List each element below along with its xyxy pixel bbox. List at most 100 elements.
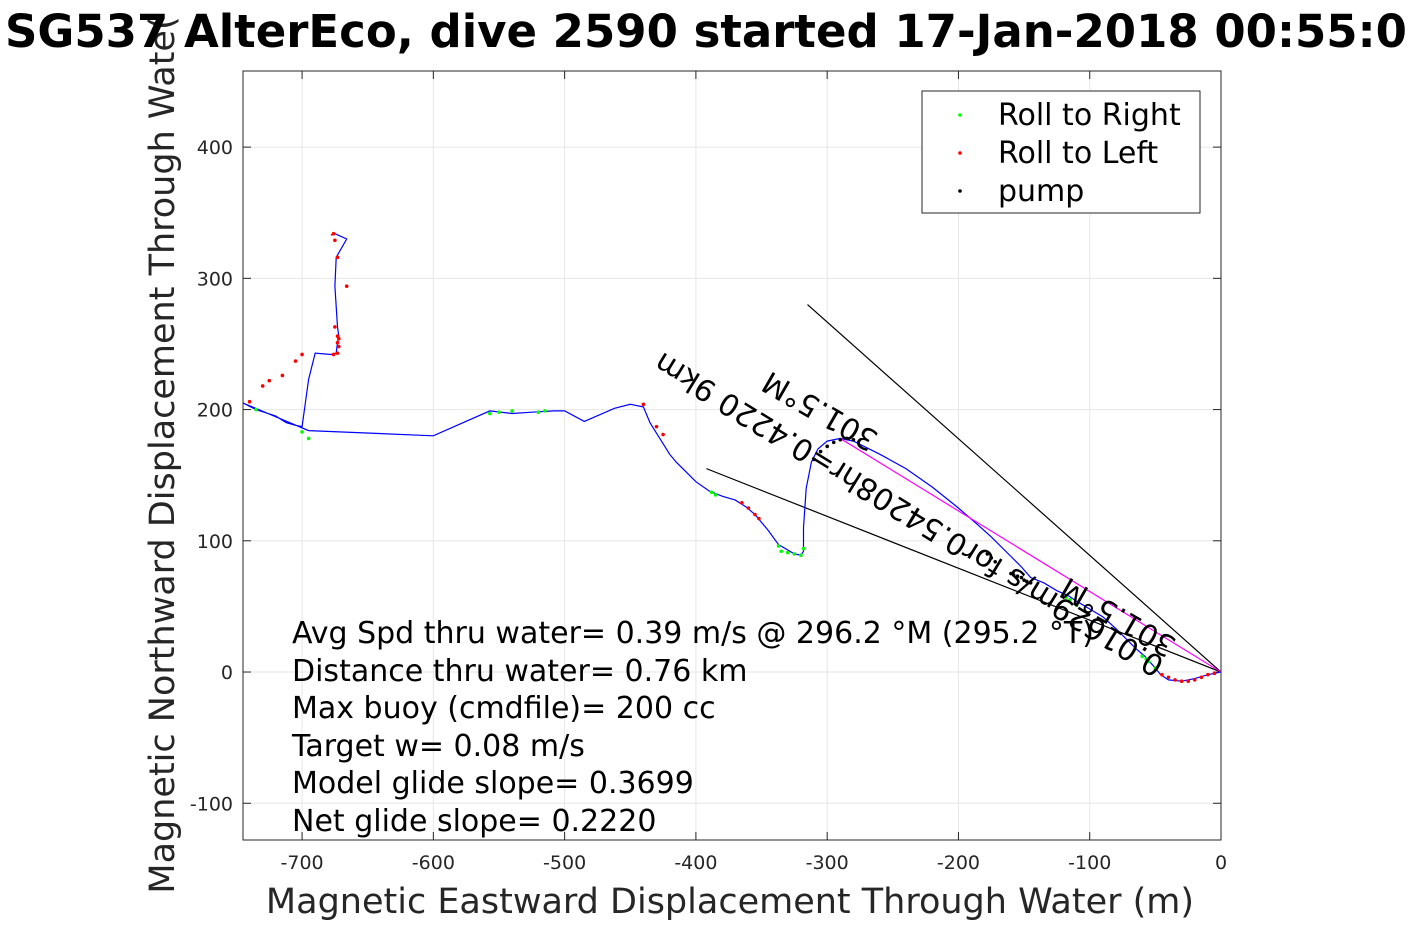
roll-right-point <box>801 546 806 551</box>
pump-point <box>1015 574 1020 579</box>
roll-left-point <box>1160 672 1164 677</box>
roll-left-point <box>1199 675 1204 680</box>
roll-left-point <box>260 384 265 388</box>
x-tick-label: -100 <box>1068 852 1111 874</box>
x-tick-label: -200 <box>937 852 980 874</box>
roll-left-point <box>746 506 751 510</box>
roll-right-point <box>799 553 803 558</box>
roll-left-point <box>1192 678 1197 682</box>
stat-model-glide: Model glide slope= 0.3699 <box>292 766 694 801</box>
chart-title: SG537 AlterEco, dive 2590 started 17-Jan… <box>5 5 1407 58</box>
roll-left-point <box>335 351 340 355</box>
roll-left-point <box>740 500 744 505</box>
roll-right-point <box>792 552 797 556</box>
roll-right-point <box>487 411 492 416</box>
y-tick-label: 200 <box>197 400 233 422</box>
roll-left-point <box>331 231 336 236</box>
roll-right-point <box>543 409 547 413</box>
roll-right-point <box>497 410 501 414</box>
roll-left-point <box>335 334 340 338</box>
x-tick-label: -300 <box>806 852 849 874</box>
roll-left-point <box>335 340 340 345</box>
roll-left-point <box>337 344 341 349</box>
roll-left-point <box>661 432 665 437</box>
legend-marker-roll-right <box>958 113 962 117</box>
roll-right-point <box>785 550 790 555</box>
roll-right-point <box>536 410 541 414</box>
legend: Roll to Right Roll to Left pump <box>921 90 1201 214</box>
pump-point <box>825 444 829 449</box>
x-axis-label: Magnetic Eastward Displacement Through W… <box>266 882 1194 922</box>
axes-box <box>242 70 1222 841</box>
roll-right-point <box>254 407 258 412</box>
y-tick-label: 300 <box>197 268 233 290</box>
plot-layer <box>243 231 1221 684</box>
pump-point <box>1011 573 1016 577</box>
stats-block: Avg Spd thru water= 0.39 m/s @ 296.2 °M … <box>291 616 1094 839</box>
pump-point <box>1019 575 1024 580</box>
roll-left-point <box>641 402 646 407</box>
stat-distance: Distance thru water= 0.76 km <box>292 654 747 689</box>
y-tick-label: 0 <box>221 662 233 684</box>
annotation-line-0 <box>807 304 1221 673</box>
glider-track <box>243 233 1221 682</box>
roll-left-point <box>333 325 337 329</box>
pump-point <box>993 559 998 564</box>
roll-right-point <box>1140 654 1145 659</box>
roll-right-point <box>1146 659 1151 664</box>
y-tick-label: 400 <box>197 137 233 159</box>
roll-right-point <box>306 436 311 441</box>
roll-left-point <box>344 284 349 289</box>
roll-left-point <box>1206 672 1210 677</box>
roll-left-point <box>753 512 757 517</box>
x-tick-label: -700 <box>281 852 324 874</box>
roll-left-point <box>1186 679 1190 684</box>
roll-left-point <box>293 359 298 363</box>
roll-right-point <box>776 544 781 548</box>
roll-left-point <box>1166 675 1171 680</box>
legend-marker-roll-left <box>958 151 962 155</box>
roll-left-point <box>267 378 272 383</box>
roll-right-point <box>779 549 784 554</box>
roll-left-point <box>654 424 659 429</box>
roll-left-point <box>1212 671 1217 676</box>
pump-point <box>845 436 849 441</box>
pump-point <box>1024 579 1029 584</box>
x-tick-label: -500 <box>543 852 586 874</box>
roll-left-point <box>757 516 761 521</box>
roll-right-point <box>1153 666 1158 670</box>
roll-right-point <box>300 430 304 434</box>
tick-labels: -700 -600 -500 -400 -300 -200 -100 0 -100 0 100 200… <box>190 137 1227 874</box>
roll-right-point <box>1144 657 1148 661</box>
stat-target-w: Target w= 0.08 m/s <box>291 729 585 764</box>
pump-point <box>851 437 856 442</box>
y-axis-label: Magnetic Northward Displacement Through … <box>143 16 183 893</box>
roll-right-point <box>709 490 714 495</box>
roll-right-point <box>510 409 514 413</box>
stat-max-buoy: Max buoy (cmdfile)= 200 cc <box>292 691 716 726</box>
legend-label-pump: pump <box>998 174 1084 209</box>
x-tick-label: 0 <box>1215 852 1227 874</box>
pump-point <box>1028 580 1033 585</box>
stat-avg-speed: Avg Spd thru water= 0.39 m/s @ 296.2 °M … <box>292 616 1094 651</box>
pump-point <box>831 440 836 445</box>
roll-right-point <box>1068 598 1072 602</box>
roll-right-point <box>1064 595 1068 600</box>
y-tick-label: -100 <box>190 793 233 815</box>
roll-left-point <box>335 255 340 260</box>
stat-net-glide: Net glide slope= 0.2220 <box>292 804 656 839</box>
legend-label-roll-left: Roll to Left <box>998 136 1158 171</box>
legend-label-roll-right: Roll to Right <box>998 98 1181 133</box>
x-tick-label: -600 <box>412 852 455 874</box>
legend-box <box>921 90 1201 214</box>
roll-left-point <box>300 352 304 357</box>
x-tick-label: -400 <box>674 852 717 874</box>
pump-point <box>818 449 823 454</box>
roll-right-point <box>1074 603 1079 607</box>
roll-left-point <box>333 238 337 243</box>
roll-left-point <box>280 373 285 378</box>
legend-marker-pump <box>958 189 962 193</box>
roll-left-point <box>247 399 252 404</box>
pump-point <box>989 556 994 560</box>
